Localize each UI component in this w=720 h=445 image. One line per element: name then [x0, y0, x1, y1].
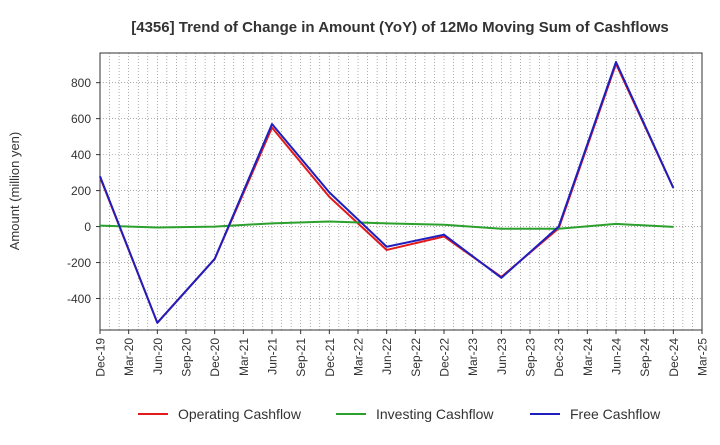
series-line-operating-cashflow — [99, 62, 675, 324]
y-tick-label: -400 — [67, 292, 91, 306]
x-tick-label: Mar-23 — [466, 338, 480, 376]
x-tick-label: Mar-21 — [237, 338, 251, 376]
y-tick-label: 400 — [71, 148, 91, 162]
x-tick-label: Mar-25 — [696, 338, 710, 376]
legend: Operating Cashflow Investing Cashflow Free… — [138, 406, 661, 422]
legend-label-operating-cashflow: Operating Cashflow — [178, 406, 302, 422]
y-tick-label: 200 — [71, 184, 91, 198]
y-axis-ticks: -400 -200 0 200 400 600 800 — [67, 76, 100, 306]
legend-label-free-cashflow: Free Cashflow — [570, 406, 661, 422]
series-line-free-cashflow — [99, 60, 675, 324]
x-tick-label: Sep-23 — [524, 338, 538, 377]
x-tick-label: Jun-22 — [380, 338, 394, 375]
y-axis-label: Amount (million yen) — [7, 132, 22, 251]
x-tick-label: Jun-20 — [151, 338, 165, 375]
legend-label-investing-cashflow: Investing Cashflow — [376, 406, 494, 422]
x-tick-label: Jun-24 — [610, 338, 624, 375]
series-lines — [99, 60, 675, 324]
x-tick-label: Dec-19 — [94, 338, 108, 377]
grid-lines — [99, 53, 703, 330]
y-tick-label: 600 — [71, 112, 91, 126]
x-tick-label: Dec-24 — [667, 338, 681, 377]
series-line-investing-cashflow — [99, 220, 674, 230]
plot-area-frame — [99, 52, 703, 331]
x-tick-label: Mar-22 — [352, 338, 366, 376]
y-tick-label: -200 — [67, 256, 91, 270]
y-tick-label: 0 — [84, 220, 91, 234]
x-tick-label: Dec-20 — [208, 338, 222, 377]
x-tick-label: Sep-21 — [294, 338, 308, 377]
x-tick-label: Sep-24 — [638, 338, 652, 377]
x-axis-ticks: Dec-19 Mar-20 Jun-20 Sep-20 Dec-20 Mar-21 Jun-… — [94, 330, 710, 377]
x-tick-label: Jun-23 — [495, 338, 509, 375]
x-tick-label: Sep-22 — [409, 338, 423, 377]
chart-title: [4356] Trend of Change in Amount (YoY) o… — [131, 19, 669, 36]
x-tick-label: Dec-23 — [552, 338, 566, 377]
x-tick-label: Jun-21 — [266, 338, 280, 375]
x-tick-label: Sep-20 — [180, 338, 194, 377]
x-tick-label: Mar-24 — [581, 338, 595, 376]
y-tick-label: 800 — [71, 76, 91, 90]
x-tick-label: Dec-22 — [438, 338, 452, 377]
x-tick-label: Mar-20 — [122, 338, 136, 376]
x-tick-label: Dec-21 — [323, 338, 337, 377]
